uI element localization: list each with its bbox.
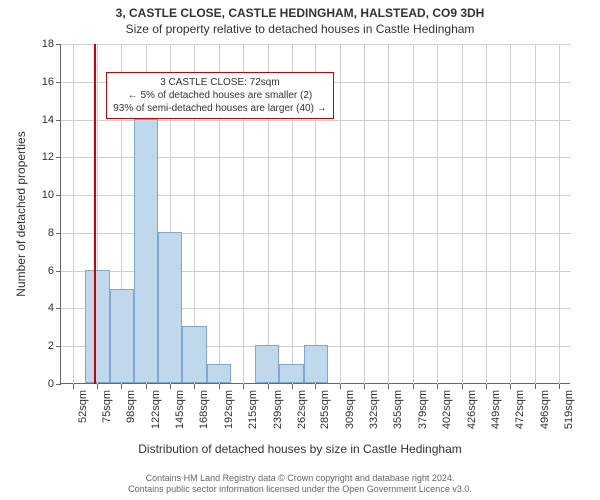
histogram-bar [158, 232, 182, 383]
xtick-label: 355sqm [392, 390, 404, 429]
gridline-v [559, 44, 560, 384]
xtick-label: 262sqm [296, 390, 308, 429]
xtick-mark [340, 384, 341, 389]
callout-line-1: 3 CASTLE CLOSE: 72sqm [113, 76, 326, 89]
ytick-label: 12 [0, 151, 54, 163]
gridline-v [462, 44, 463, 384]
footer-line-2: Contains public sector information licen… [0, 484, 600, 496]
xtick-label: 426sqm [466, 390, 478, 429]
histogram-bar [110, 289, 134, 383]
xtick-mark [437, 384, 438, 389]
xtick-label: 192sqm [223, 390, 235, 429]
xtick-label: 402sqm [441, 390, 453, 429]
xtick-mark [315, 384, 316, 389]
xtick-mark [146, 384, 147, 389]
ytick-label: 16 [0, 76, 54, 88]
ytick-mark [56, 82, 61, 83]
xtick-label: 519sqm [563, 390, 575, 429]
xtick-mark [243, 384, 244, 389]
xtick-label: 379sqm [417, 390, 429, 429]
xtick-mark [510, 384, 511, 389]
title-main: 3, CASTLE CLOSE, CASTLE HEDINGHAM, HALST… [0, 0, 600, 20]
xtick-mark [364, 384, 365, 389]
xtick-label: 98sqm [125, 390, 137, 423]
ytick-mark [56, 271, 61, 272]
gridline-v [535, 44, 536, 384]
ytick-mark [56, 384, 61, 385]
ytick-label: 2 [0, 340, 54, 352]
callout-line-2: ← 5% of detached houses are smaller (2) [113, 89, 326, 102]
footer-attribution: Contains HM Land Registry data © Crown c… [0, 473, 600, 496]
xtick-mark [121, 384, 122, 389]
ytick-mark [56, 44, 61, 45]
xtick-label: 75sqm [101, 390, 113, 423]
histogram-bar [255, 345, 279, 383]
gridline-v [388, 44, 389, 384]
xtick-mark [97, 384, 98, 389]
ytick-label: 18 [0, 38, 54, 50]
gridline-v [510, 44, 511, 384]
xtick-label: 122sqm [150, 390, 162, 429]
histogram-bar [182, 326, 206, 383]
ytick-label: 0 [0, 378, 54, 390]
xtick-mark [219, 384, 220, 389]
xtick-mark [559, 384, 560, 389]
ytick-label: 14 [0, 114, 54, 126]
histogram-bar [85, 270, 109, 383]
histogram-chart: 52sqm75sqm98sqm122sqm145sqm168sqm192sqm2… [60, 44, 570, 384]
xtick-mark [535, 384, 536, 389]
xtick-mark [462, 384, 463, 389]
xtick-label: 496sqm [539, 390, 551, 429]
xtick-label: 332sqm [368, 390, 380, 429]
xtick-mark [388, 384, 389, 389]
xtick-label: 309sqm [344, 390, 356, 429]
gridline-v [73, 44, 74, 384]
property-callout: 3 CASTLE CLOSE: 72sqm← 5% of detached ho… [106, 72, 333, 119]
xtick-mark [73, 384, 74, 389]
ytick-mark [56, 120, 61, 121]
gridline-v [340, 44, 341, 384]
xtick-mark [413, 384, 414, 389]
property-marker-line [94, 44, 96, 384]
gridline-v [413, 44, 414, 384]
ytick-mark [56, 157, 61, 158]
xtick-mark [486, 384, 487, 389]
gridline-v [437, 44, 438, 384]
xtick-label: 145sqm [174, 390, 186, 429]
ytick-label: 10 [0, 189, 54, 201]
ytick-mark [56, 195, 61, 196]
footer-line-1: Contains HM Land Registry data © Crown c… [0, 473, 600, 485]
xtick-mark [268, 384, 269, 389]
xtick-label: 239sqm [272, 390, 284, 429]
ytick-mark [56, 233, 61, 234]
xtick-label: 52sqm [77, 390, 89, 423]
histogram-bar [207, 364, 231, 383]
histogram-bar [279, 364, 303, 383]
xtick-mark [194, 384, 195, 389]
callout-line-3: 93% of semi-detached houses are larger (… [113, 102, 326, 115]
ytick-mark [56, 308, 61, 309]
histogram-bar [304, 345, 328, 383]
ytick-mark [56, 346, 61, 347]
x-axis-title: Distribution of detached houses by size … [0, 442, 600, 456]
xtick-mark [292, 384, 293, 389]
xtick-label: 285sqm [319, 390, 331, 429]
plot-region: 52sqm75sqm98sqm122sqm145sqm168sqm192sqm2… [60, 44, 570, 384]
histogram-bar [134, 119, 158, 383]
title-sub: Size of property relative to detached ho… [0, 20, 600, 36]
gridline-v [364, 44, 365, 384]
ytick-label: 8 [0, 227, 54, 239]
xtick-label: 168sqm [198, 390, 210, 429]
xtick-label: 472sqm [514, 390, 526, 429]
gridline-v [486, 44, 487, 384]
xtick-label: 215sqm [247, 390, 259, 429]
ytick-label: 6 [0, 265, 54, 277]
xtick-mark [170, 384, 171, 389]
ytick-label: 4 [0, 302, 54, 314]
xtick-label: 449sqm [490, 390, 502, 429]
